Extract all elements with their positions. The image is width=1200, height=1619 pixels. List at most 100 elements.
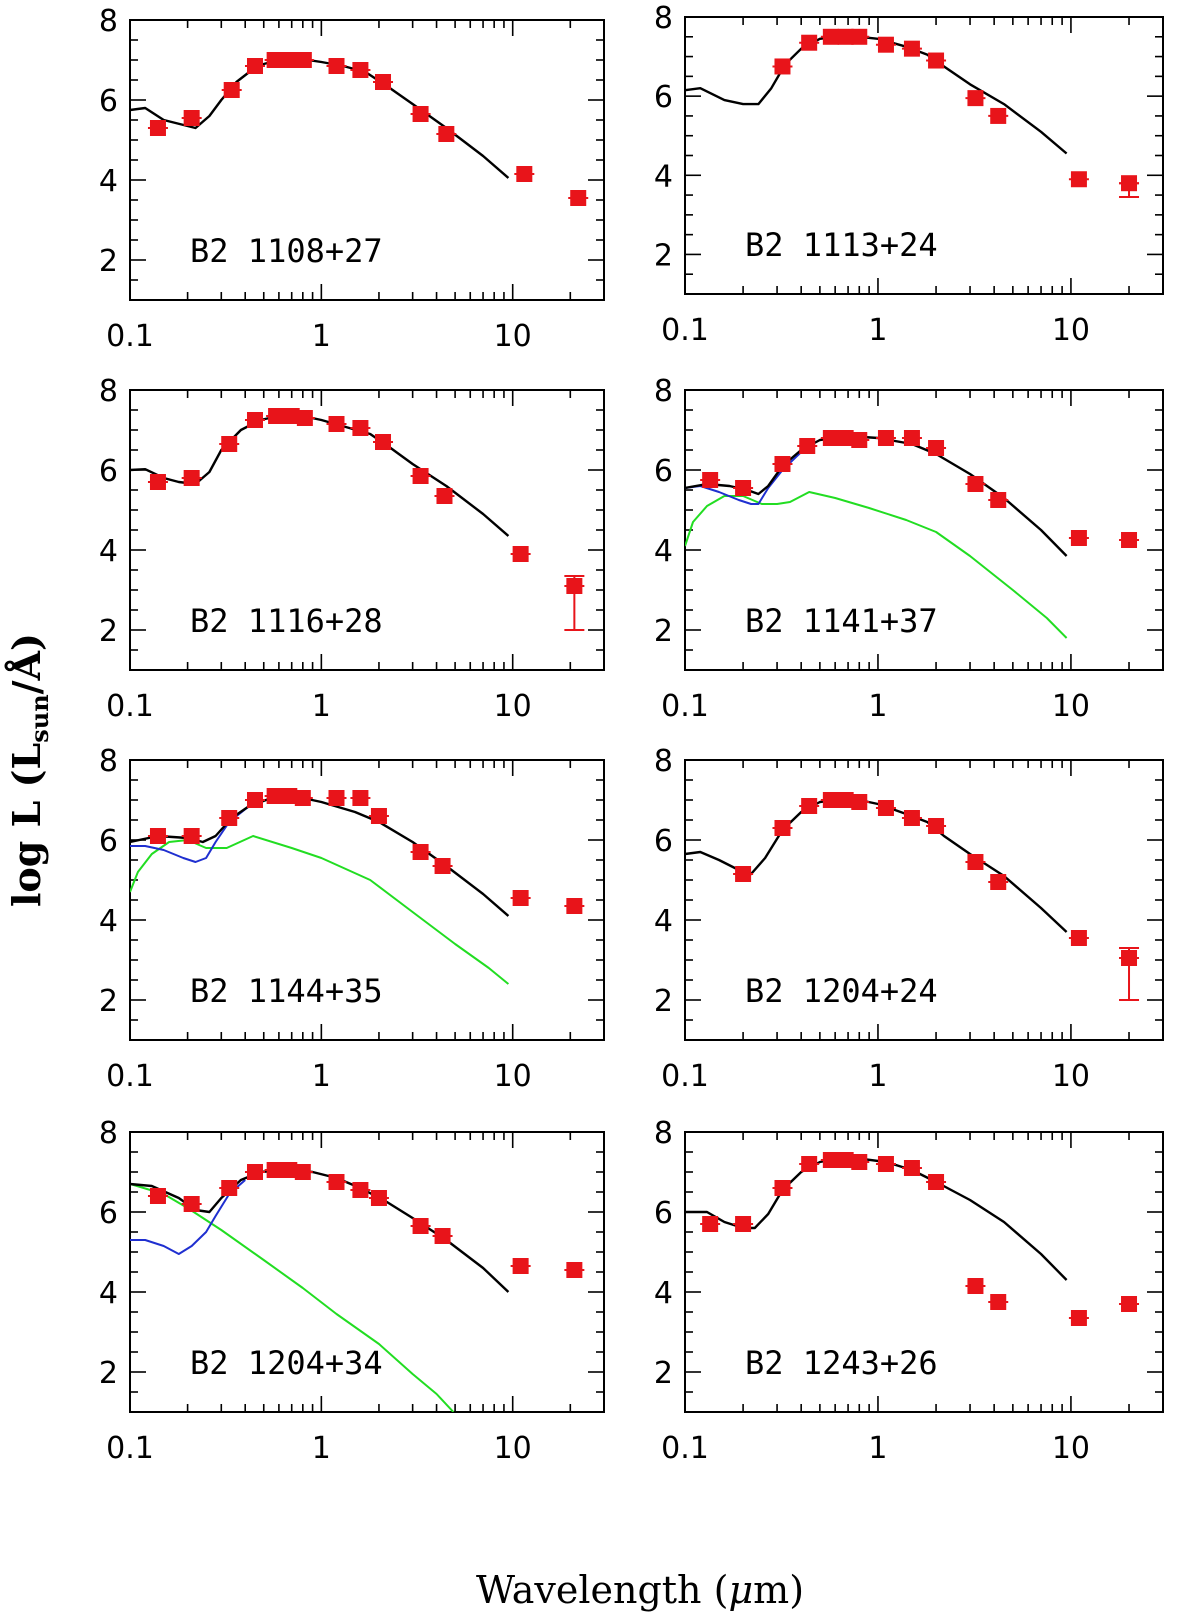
data-point	[281, 1162, 298, 1178]
x-ticks	[684, 1132, 1164, 1412]
model-curves	[130, 796, 510, 985]
model-curves	[685, 34, 1068, 155]
panel-label: B2 1108+27	[190, 232, 383, 270]
data-point	[296, 410, 313, 426]
data-point	[438, 126, 455, 142]
data-point	[412, 106, 429, 122]
x-tick-label: 1	[868, 689, 887, 724]
panel-label: B2 1204+24	[745, 972, 938, 1010]
data-point	[328, 790, 345, 806]
data-point	[183, 110, 200, 126]
y-tick-label: 8	[99, 374, 118, 409]
data-point	[967, 854, 984, 870]
data-point	[281, 788, 298, 804]
y-tick-label: 8	[654, 1116, 673, 1151]
data-point	[967, 476, 984, 492]
data-point	[149, 474, 166, 490]
panel-label: B2 1144+35	[190, 972, 383, 1010]
model-curve-green	[130, 1183, 455, 1412]
model-curves	[685, 798, 1068, 933]
data-point	[183, 1196, 200, 1212]
y-tick-label: 2	[99, 614, 118, 649]
data-point	[412, 1218, 429, 1234]
data-point	[877, 800, 894, 816]
y-tick-label: 8	[654, 1, 673, 36]
data-point	[822, 1152, 839, 1168]
y-tick-label: 6	[99, 454, 118, 489]
data-point	[294, 1164, 311, 1180]
data-point	[903, 810, 920, 826]
data-point	[928, 440, 945, 456]
model-curve-green	[685, 491, 1068, 639]
data-point	[967, 1278, 984, 1294]
data-points	[700, 430, 1140, 548]
y-ticks	[130, 1131, 604, 1413]
data-point	[370, 808, 387, 824]
y-tick-label: 8	[654, 744, 673, 779]
model-curve-total	[685, 798, 1068, 933]
x-axis-title-main: Wavelength (	[476, 1568, 728, 1612]
x-tick-label: 10	[494, 319, 532, 354]
x-tick-label: 0.1	[106, 689, 154, 724]
data-point	[221, 810, 238, 826]
chart-panel-2: 0.1 1 10 2 4 6 8 B2 1113+24	[654, 1, 1164, 348]
data-point	[822, 792, 839, 808]
x-tick-label: 0.1	[106, 1059, 154, 1094]
data-point	[967, 90, 984, 107]
data-point	[851, 794, 868, 810]
y-axis-title: log L (Lsun/Å)	[4, 633, 54, 907]
data-point	[266, 52, 283, 68]
data-point	[223, 82, 240, 98]
y-tick-label: 6	[654, 824, 673, 859]
data-points	[147, 1162, 585, 1278]
y-ticks	[130, 759, 604, 1041]
panel-label: B2 1204+34	[190, 1344, 383, 1382]
x-tick-label: 10	[1052, 689, 1090, 724]
data-points	[772, 28, 1140, 192]
x-tick-label: 1	[868, 313, 887, 348]
chart-panel-6: 0.1 1 10 2 4 6 8 B2 1204+24	[654, 744, 1164, 1094]
y-axis-title-main: log L (L	[4, 743, 49, 907]
data-point	[570, 190, 587, 206]
data-point	[266, 788, 283, 804]
data-point	[375, 74, 392, 90]
data-point	[183, 470, 200, 486]
data-point	[851, 28, 868, 45]
y-tick-label: 6	[99, 1196, 118, 1231]
x-axis-title-unit: m)	[753, 1568, 804, 1612]
data-point	[877, 1156, 894, 1172]
data-point	[837, 430, 854, 446]
data-point	[352, 420, 369, 436]
chart-panel-3: 0.1 1 10 2 4 6 8 B2 1116+28	[99, 374, 605, 724]
data-point	[566, 578, 583, 594]
data-point	[1070, 930, 1087, 946]
x-tick-label: 1	[868, 1431, 887, 1466]
data-point	[516, 166, 533, 182]
data-point	[281, 52, 298, 68]
y-tick-label: 8	[654, 374, 673, 409]
data-point	[735, 866, 752, 882]
data-point	[877, 430, 894, 446]
y-tick-label: 6	[99, 84, 118, 119]
chart-panel-7: 0.1 1 10 2 4 6 8 B2 1204+34	[99, 1116, 605, 1466]
y-tick-label: 2	[99, 244, 118, 279]
data-point	[1121, 532, 1138, 548]
data-point	[352, 1182, 369, 1198]
y-tick-label: 2	[654, 238, 673, 273]
data-point	[246, 1164, 263, 1180]
x-ticks	[129, 760, 605, 1040]
x-ticks	[129, 1132, 605, 1412]
data-point	[1070, 530, 1087, 546]
data-point	[851, 1154, 868, 1170]
y-tick-label: 4	[654, 534, 673, 569]
data-point	[412, 468, 429, 484]
data-point	[183, 828, 200, 844]
data-point	[837, 28, 854, 45]
y-tick-label: 8	[99, 744, 118, 779]
data-point	[434, 1228, 451, 1244]
data-point	[774, 820, 791, 836]
data-point	[801, 1156, 818, 1172]
data-point	[352, 790, 369, 806]
x-tick-label: 0.1	[106, 1431, 154, 1466]
y-axis-title-unit: /Å)	[4, 633, 49, 694]
